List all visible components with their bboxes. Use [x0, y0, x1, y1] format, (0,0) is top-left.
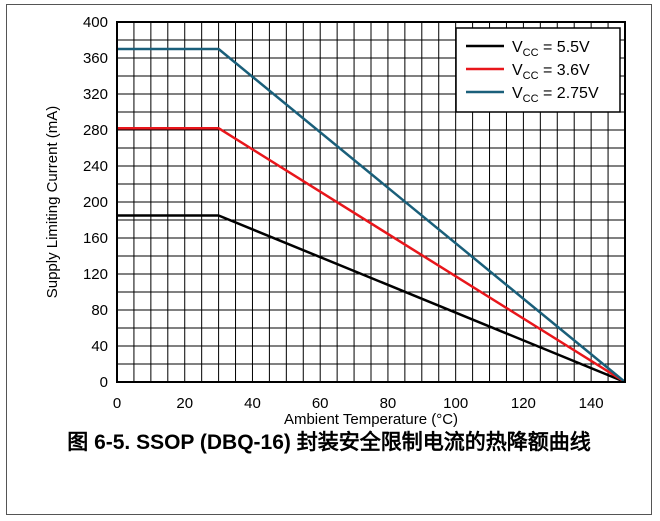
legend: VCC = 5.5V VCC = 3.6V VCC = 2.75V — [455, 27, 621, 113]
x-tick-label: 80 — [380, 395, 397, 412]
y-tick-label: 40 — [91, 338, 108, 355]
y-tick-label: 280 — [83, 122, 108, 139]
legend-entry: VCC = 3.6V — [512, 62, 590, 82]
series-line-1 — [117, 214, 626, 384]
y-tick-label: 320 — [83, 86, 108, 103]
x-tick-label: 60 — [312, 395, 329, 412]
series-lines — [117, 47, 626, 384]
x-tick-label: 140 — [579, 395, 604, 412]
y-tick-label: 160 — [83, 230, 108, 247]
series-line-2 — [117, 126, 626, 384]
y-tick-label: 80 — [91, 302, 108, 319]
grid — [117, 22, 625, 382]
legend-entry: VCC = 2.75V — [512, 85, 599, 105]
y-tick-label: 0 — [100, 374, 108, 391]
x-tick-labels: 0 20 40 60 80 100 120 140 — [113, 395, 604, 412]
y-tick-label: 200 — [83, 194, 108, 211]
y-tick-label: 240 — [83, 158, 108, 175]
x-tick-label: 0 — [113, 395, 121, 412]
x-tick-label: 40 — [244, 395, 261, 412]
y-tick-label: 120 — [83, 266, 108, 283]
x-tick-label: 120 — [511, 395, 536, 412]
y-tick-labels: 0 40 80 120 160 200 240 280 320 360 400 — [83, 14, 108, 391]
figure-caption: 图 6-5. SSOP (DBQ-16) 封装安全限制电流的热降额曲线 — [67, 431, 591, 454]
y-axis-label: Supply Limiting Current (mA) — [44, 106, 61, 299]
x-tick-label: 100 — [443, 395, 468, 412]
series-line-3 — [117, 47, 626, 383]
y-tick-label: 400 — [83, 14, 108, 31]
x-axis-label: Ambient Temperature (°C) — [284, 411, 458, 428]
plot-border — [116, 21, 626, 383]
y-tick-label: 360 — [83, 50, 108, 67]
legend-entry: VCC = 5.5V — [512, 39, 590, 59]
x-tick-label: 20 — [176, 395, 193, 412]
